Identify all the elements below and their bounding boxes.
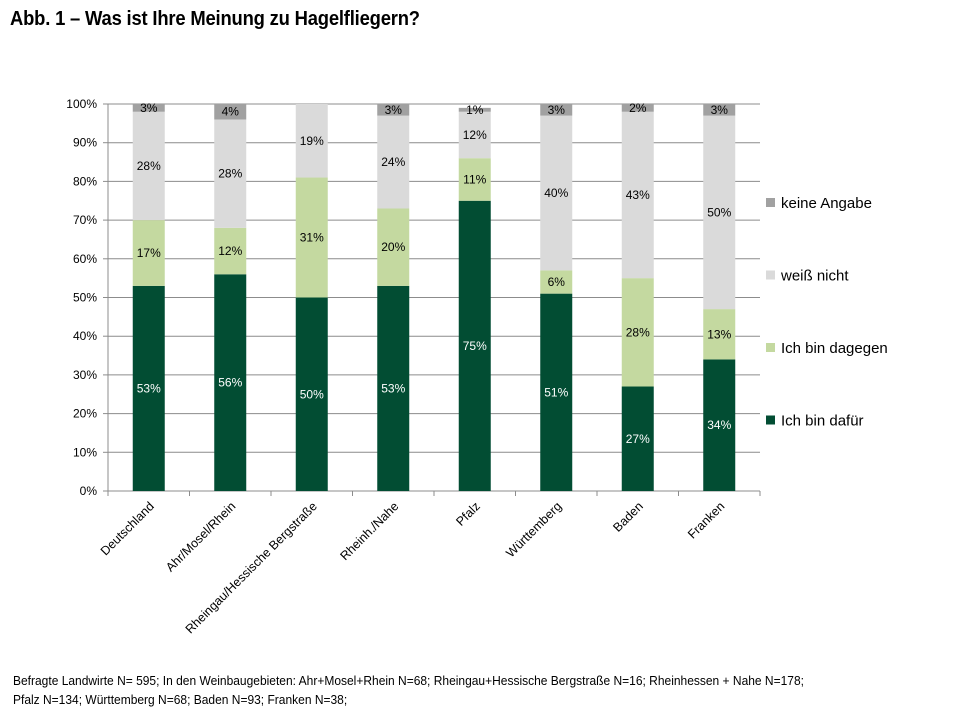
bar-segment-ich-bin-dafür (540, 293, 573, 491)
data-label: 3% (140, 101, 158, 115)
stacked-bar-chart: 0% 10% 20% 30% 40% 50% 60% 70% 80% 90% 100% 53% 17% 2… (66, 97, 888, 636)
data-label: 4% (222, 105, 240, 119)
y-tick-label: 20% (73, 407, 97, 421)
data-label: 28% (137, 159, 161, 173)
bar-segment-ich-bin-dafür (132, 285, 165, 491)
data-label: 28% (218, 167, 242, 181)
legend-swatch (766, 198, 775, 207)
y-tick-label: 30% (73, 368, 97, 382)
legend-label: Ich bin dafür (781, 413, 864, 430)
x-tick-label: Ahr/Mosel/Rhein (163, 499, 238, 574)
bar-segment-weiß-nicht (132, 111, 165, 221)
footnote-line-2: Pfalz N=134; Württemberg N=68; Baden N=9… (13, 693, 348, 707)
bar-segment-ich-bin-dafür (377, 285, 410, 491)
y-tick-label: 50% (73, 291, 97, 305)
data-label: 2% (629, 101, 647, 115)
data-label: 13% (707, 327, 731, 341)
data-label: 56% (218, 376, 242, 390)
data-label: 53% (137, 381, 161, 395)
data-label: 3% (711, 103, 729, 117)
x-tick-label: Franken (685, 499, 727, 541)
bar-segment-keine-angabe (621, 104, 654, 112)
y-tick-label: 60% (73, 252, 97, 266)
y-tick-label: 80% (73, 174, 97, 188)
data-label: 50% (300, 387, 324, 401)
legend-label: Ich bin dagegen (781, 340, 888, 357)
bar-segment-weiß-nicht (377, 115, 410, 209)
bar-segment-ich-bin-dagegen (214, 227, 247, 275)
bar-segment-ich-bin-dagegen (458, 158, 491, 201)
x-tick-label: Baden (610, 499, 645, 534)
data-label: 53% (381, 381, 405, 395)
data-label: 75% (463, 339, 487, 353)
bar-segment-weiß-nicht (458, 111, 491, 159)
legend-label: weiß nicht (780, 268, 849, 285)
data-label: 3% (548, 103, 566, 117)
data-label: 40% (544, 186, 568, 200)
legend-swatch (766, 343, 775, 352)
x-tick-label: Württemberg (503, 499, 564, 560)
data-label: 51% (544, 385, 568, 399)
data-label: 11% (463, 172, 486, 186)
x-tick-label: Rheingau/Hessische Bergstraße (183, 499, 320, 636)
bar-segment-ich-bin-dagegen (295, 177, 328, 298)
legend-swatch (766, 270, 775, 280)
bar-segment-ich-bin-dafür (295, 297, 328, 491)
data-label: 1% (466, 103, 484, 117)
bar-segment-ich-bin-dagegen (132, 220, 165, 286)
data-label: 17% (137, 246, 161, 260)
data-label: 28% (626, 325, 650, 339)
data-label: 3% (385, 103, 403, 117)
x-tick-label: Rheinh./Nahe (337, 499, 401, 563)
data-label: 34% (707, 418, 731, 432)
bar-segment-ich-bin-dagegen (540, 270, 573, 294)
bar-segment-ich-bin-dafür (458, 200, 491, 491)
bar-segment-weiß-nicht (621, 111, 654, 279)
data-label: 50% (707, 205, 731, 219)
y-tick-label: 70% (73, 213, 97, 227)
bar-segment-keine-angabe (703, 104, 736, 116)
bar-segment-ich-bin-dagegen (703, 309, 736, 360)
data-label: 31% (300, 231, 324, 245)
bar-segment-keine-angabe (377, 104, 410, 116)
legend-swatch (766, 415, 775, 425)
data-label: 12% (218, 244, 242, 258)
x-tick-label: Pfalz (453, 499, 483, 529)
bar-segment-ich-bin-dagegen (377, 208, 410, 286)
bar-segment-ich-bin-dafür (621, 386, 654, 491)
data-label: 20% (381, 240, 405, 254)
x-tick-label: Deutschland (98, 499, 157, 558)
y-tick-label: 40% (73, 329, 97, 343)
legend-label: keine Angabe (781, 195, 872, 212)
bar-segment-ich-bin-dagegen (621, 278, 654, 387)
bar-segment-keine-angabe (214, 104, 247, 120)
data-label: 24% (381, 155, 405, 169)
bar-segment-weiß-nicht (540, 115, 573, 271)
data-label: 43% (626, 188, 650, 202)
bar-segment-keine-angabe (540, 104, 573, 116)
bar-segment-ich-bin-dafür (214, 274, 247, 491)
chart-title: Abb. 1 – Was ist Ihre Meinung zu Hagelfl… (10, 8, 420, 30)
data-label: 12% (463, 128, 487, 142)
bar-segment-weiß-nicht (214, 119, 247, 228)
data-label: 27% (626, 432, 650, 446)
y-tick-label: 90% (73, 136, 97, 150)
bar-segment-weiß-nicht (703, 115, 736, 310)
y-tick-label: 0% (80, 484, 98, 498)
data-label: 19% (300, 134, 324, 148)
bar-segment-keine-angabe (132, 104, 165, 112)
data-label: 6% (548, 275, 566, 289)
bar-segment-weiß-nicht (295, 104, 328, 178)
bar-segment-keine-angabe (458, 107, 491, 112)
footnote-line-1: Befragte Landwirte N= 595; In den Weinba… (13, 674, 804, 688)
y-tick-label: 10% (73, 445, 97, 459)
bar-segment-ich-bin-dafür (703, 359, 736, 491)
y-tick-label: 100% (66, 97, 97, 111)
chart-footnote: Befragte Landwirte N= 595; In den Weinba… (13, 672, 906, 710)
